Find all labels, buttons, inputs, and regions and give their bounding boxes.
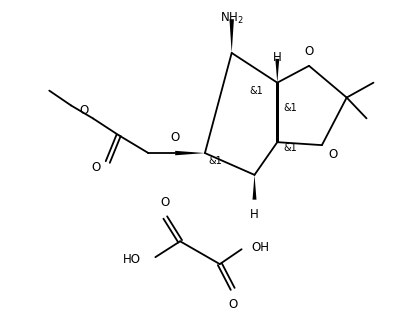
Text: O: O <box>92 161 101 174</box>
Text: O: O <box>228 298 237 311</box>
Polygon shape <box>230 19 234 53</box>
Text: HO: HO <box>123 253 140 266</box>
Polygon shape <box>275 59 279 83</box>
Text: O: O <box>171 131 180 144</box>
Text: O: O <box>80 104 89 117</box>
Polygon shape <box>276 83 279 142</box>
Text: O: O <box>161 195 170 209</box>
Text: &1: &1 <box>250 86 263 96</box>
Text: O: O <box>305 45 314 58</box>
Text: NH$_2$: NH$_2$ <box>220 11 244 26</box>
Text: H: H <box>250 208 259 221</box>
Text: H: H <box>273 51 282 64</box>
Text: &1: &1 <box>208 156 222 166</box>
Polygon shape <box>253 175 257 200</box>
Text: &1: &1 <box>283 143 297 153</box>
Text: &1: &1 <box>283 103 297 113</box>
Text: OH: OH <box>252 241 270 254</box>
Text: O: O <box>329 148 338 160</box>
Polygon shape <box>175 151 205 155</box>
